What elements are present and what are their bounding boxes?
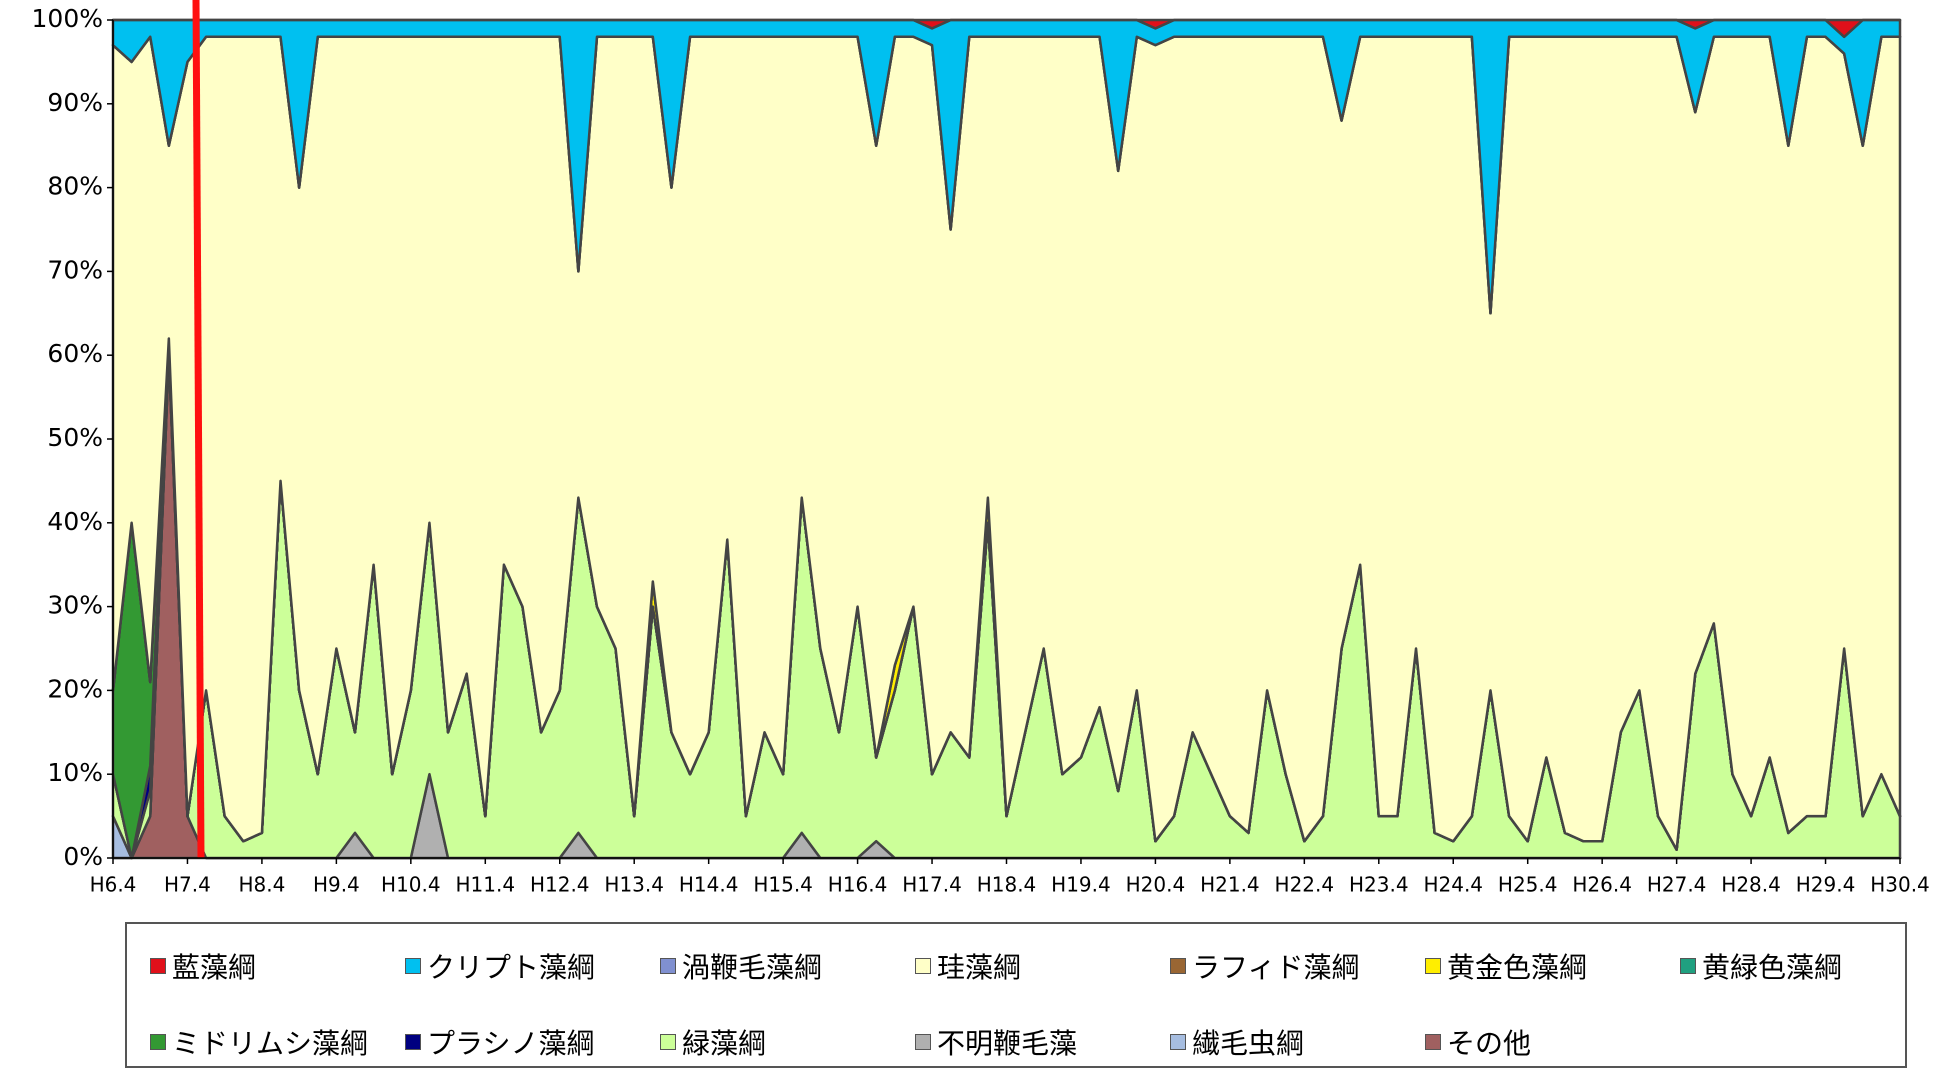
x-tick-label: H29.4 [1796,873,1856,897]
legend-item: 渦鞭毛藻綱 [660,946,822,986]
chart: 0% 10% 20% 30% 40% 50% 60% 70% 80% 90% 100% H6.4 H7.… [32,0,1930,897]
legend-item: プラシノ藻綱 [405,1022,594,1062]
legend-item: 緑藻綱 [660,1022,766,1062]
x-tick-label: H6.4 [90,873,137,897]
x-tick-label: H16.4 [828,873,888,897]
y-tick-label: 60% [47,339,103,368]
legend: 藍藻綱 クリプト藻綱 渦鞭毛藻綱 珪藻綱 ラフィド藻綱 黄金色藻綱 黄緑色藻綱ミドリムシ藻綱… [125,922,1907,1068]
legend-swatch [405,1034,421,1050]
legend-label: 渦鞭毛藻綱 [682,951,823,984]
x-tick-label: H26.4 [1572,873,1632,897]
x-tick-label: H24.4 [1423,873,1483,897]
y-tick-label: 50% [47,423,103,452]
x-tick-label: H8.4 [238,873,285,897]
area [111,18,1902,39]
x-tick-label: H18.4 [977,873,1037,897]
y-tick-label: 80% [47,172,103,201]
legend-swatch [150,958,166,974]
y-tick-label: 0% [63,842,103,871]
x-tick-label: H22.4 [1275,873,1335,897]
y-tick-label: 10% [47,758,103,787]
legend-swatch [1425,958,1441,974]
legend-label: 黄金色藻綱 [1447,951,1588,984]
x-tick-label: H7.4 [164,873,211,897]
y-tick-label: 20% [47,674,103,703]
legend-label: 黄緑色藻綱 [1702,951,1843,984]
x-tick-label: H25.4 [1498,873,1558,897]
legend-item: 黄金色藻綱 [1425,946,1587,986]
marker-line [192,0,205,859]
legend-swatch [660,1034,676,1050]
x-tick-label: H19.4 [1051,873,1111,897]
x-tick-label: H12.4 [530,873,590,897]
legend-item: 藍藻綱 [150,946,256,986]
legend-swatch [915,1034,931,1050]
legend-item: クリプト藻綱 [405,946,595,986]
x-tick-label: H28.4 [1721,873,1781,897]
legend-label: 藍藻綱 [172,951,257,984]
x-tick-label: H17.4 [902,873,962,897]
x-tick-label: H30.4 [1870,873,1930,897]
legend-swatch [1680,958,1696,974]
legend-label: 珪藻綱 [937,951,1022,984]
y-tick-label: 90% [47,88,103,117]
legend-item: 繊毛虫綱 [1170,1022,1304,1062]
legend-swatch [405,958,421,974]
y-tick-label: 100% [32,4,103,33]
x-tick-label: H11.4 [456,873,516,897]
legend-item: その他 [1425,1022,1531,1062]
x-tick-label: H15.4 [753,873,813,897]
legend-label: ラフィド藻綱 [1192,951,1360,984]
plot-area [111,18,1902,860]
legend-label: 繊毛虫綱 [1192,1027,1305,1060]
legend-item: 黄緑色藻綱 [1680,946,1842,986]
y-tick-label: 40% [47,507,103,536]
legend-label: ミドリムシ藻綱 [172,1027,369,1060]
y-tick-label: 30% [47,591,103,620]
legend-item: ミドリムシ藻綱 [150,1022,368,1062]
legend-item: 珪藻綱 [915,946,1021,986]
legend-swatch [660,958,676,974]
x-tick-label: H14.4 [679,873,739,897]
x-tick-label: H27.4 [1647,873,1707,897]
x-tick-label: H20.4 [1126,873,1186,897]
legend-label: プラシノ藻綱 [427,1027,595,1060]
x-tick-label: H13.4 [604,873,664,897]
legend-label: 緑藻綱 [682,1027,767,1060]
y-tick-label: 70% [47,255,103,284]
x-tick-label: H23.4 [1349,873,1409,897]
legend-label: クリプト藻綱 [427,951,596,984]
legend-swatch [1170,958,1186,974]
legend-swatch [1425,1034,1441,1050]
legend-swatch [915,958,931,974]
legend-item: 不明鞭毛藻 [915,1022,1077,1062]
legend-label: 不明鞭毛藻 [937,1027,1078,1060]
legend-label: その他 [1447,1027,1532,1060]
legend-swatch [150,1034,166,1050]
x-tick-label: H21.4 [1200,873,1260,897]
x-tick-label: H10.4 [381,873,441,897]
legend-item: ラフィド藻綱 [1170,946,1359,986]
x-tick-label: H9.4 [313,873,360,897]
legend-swatch [1170,1034,1186,1050]
